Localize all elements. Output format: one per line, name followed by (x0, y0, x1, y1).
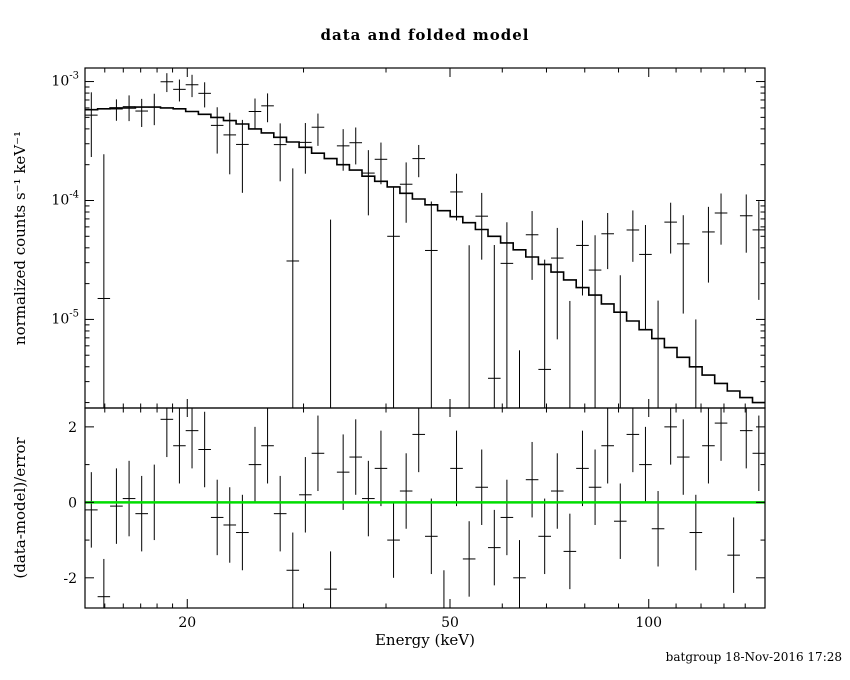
x-axis-label-energy: Energy (keV) (374, 631, 475, 649)
timestamp-label: batgroup 18-Nov-2016 17:28 (665, 650, 842, 664)
folded-model-line (85, 106, 765, 404)
residual-points (85, 408, 765, 608)
y-axis-label-counts: normalized counts s⁻¹ keV⁻¹ (11, 130, 29, 346)
residual-tick-label: 2 (68, 420, 77, 436)
y-axis-label-residuals: (data-model)/error (11, 437, 29, 579)
top-panel-frame (84, 67, 766, 409)
x-tick-label: 20 (178, 615, 196, 631)
y-tick-label: 10-4 (51, 189, 79, 208)
residual-tick-label: 0 (68, 495, 77, 511)
data-points (85, 73, 765, 408)
x-tick-label: 50 (441, 615, 459, 631)
residual-tick-label: -2 (63, 571, 77, 587)
y-tick-label: 10-3 (51, 71, 79, 90)
plot-title: data and folded model (320, 26, 530, 44)
x-tick-label: 100 (635, 615, 662, 631)
bottom-panel-frame (84, 407, 766, 609)
y-tick-label: 10-5 (51, 308, 79, 327)
